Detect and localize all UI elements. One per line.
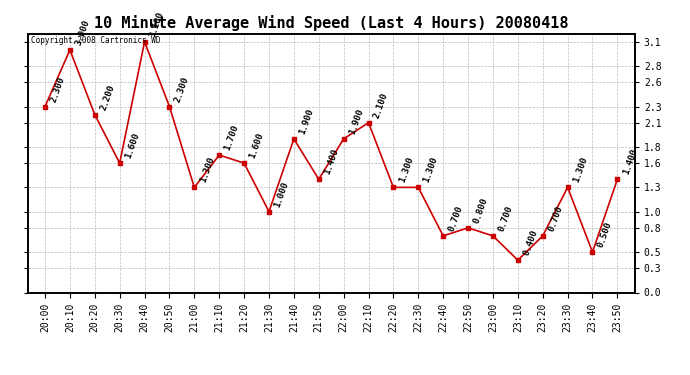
Text: 2.100: 2.100: [373, 91, 390, 120]
Text: 0.700: 0.700: [447, 204, 464, 232]
Text: 1.900: 1.900: [297, 107, 315, 136]
Text: 1.400: 1.400: [621, 148, 639, 176]
Text: 1.300: 1.300: [571, 156, 589, 184]
Text: 2.300: 2.300: [49, 75, 66, 103]
Text: 3.000: 3.000: [74, 18, 91, 47]
Text: 1.300: 1.300: [422, 156, 440, 184]
Text: 0.700: 0.700: [546, 204, 564, 232]
Text: 0.800: 0.800: [472, 196, 489, 225]
Text: 1.900: 1.900: [347, 107, 365, 136]
Text: 1.600: 1.600: [248, 132, 266, 160]
Text: 1.600: 1.600: [124, 132, 141, 160]
Text: 2.200: 2.200: [99, 83, 116, 111]
Text: 1.300: 1.300: [397, 156, 415, 184]
Text: 3.100: 3.100: [148, 10, 166, 39]
Text: 2.300: 2.300: [173, 75, 191, 103]
Text: Copyright 2008 Cartronics WD: Copyright 2008 Cartronics WD: [30, 36, 160, 45]
Title: 10 Minute Average Wind Speed (Last 4 Hours) 20080418: 10 Minute Average Wind Speed (Last 4 Hou…: [94, 15, 569, 31]
Text: 0.700: 0.700: [497, 204, 514, 232]
Text: 1.300: 1.300: [198, 156, 216, 184]
Text: 0.500: 0.500: [596, 220, 614, 249]
Text: 0.400: 0.400: [522, 229, 539, 257]
Text: 1.700: 1.700: [223, 123, 241, 152]
Text: 1.000: 1.000: [273, 180, 290, 209]
Text: 1.400: 1.400: [322, 148, 340, 176]
